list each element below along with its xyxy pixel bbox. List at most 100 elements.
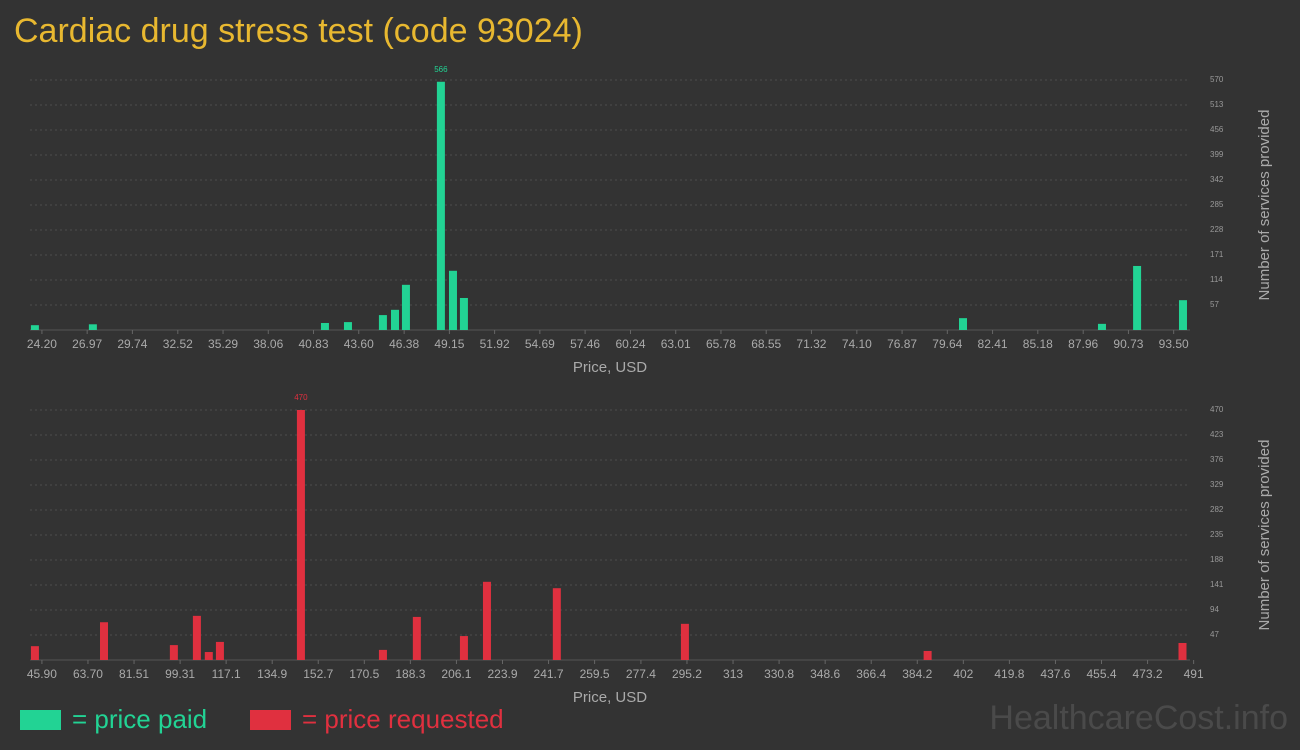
y-tick-label: 141 — [1210, 580, 1224, 589]
y-tick-label: 456 — [1210, 125, 1224, 134]
y-tick-label: 513 — [1210, 100, 1224, 109]
x-axis-label: Price, USD — [573, 359, 647, 376]
bar — [680, 623, 689, 660]
value-label: 470 — [294, 393, 308, 402]
x-tick-label: 57.46 — [570, 337, 600, 351]
bar — [378, 315, 387, 330]
x-tick-label: 85.18 — [1023, 337, 1053, 351]
x-tick-label: 384.2 — [902, 667, 932, 681]
x-tick-label: 402 — [953, 667, 973, 681]
bar — [412, 616, 421, 660]
y-tick-label: 235 — [1210, 530, 1224, 539]
legend-swatch — [20, 710, 61, 730]
y-tick-label: 282 — [1210, 505, 1224, 514]
legend-label: = price requested — [302, 704, 504, 734]
y-tick-label: 285 — [1210, 200, 1224, 209]
bar — [343, 322, 352, 330]
x-tick-label: 49.15 — [434, 337, 464, 351]
x-tick-label: 491 — [1184, 667, 1204, 681]
x-tick-label: 29.74 — [117, 337, 147, 351]
x-tick-label: 170.5 — [349, 667, 379, 681]
bar — [204, 652, 213, 660]
bar — [459, 636, 468, 660]
x-tick-label: 206.1 — [441, 667, 471, 681]
y-axis-label: Number of services provided — [1256, 110, 1273, 301]
watermark: HealthcareCost.info — [989, 699, 1288, 737]
x-tick-label: 117.1 — [212, 667, 241, 681]
bar — [401, 284, 410, 330]
y-tick-label: 47 — [1210, 630, 1219, 639]
x-tick-label: 152.7 — [303, 667, 333, 681]
bar — [296, 410, 305, 660]
x-tick-label: 134.9 — [257, 667, 287, 681]
legend-swatch — [250, 710, 291, 730]
page-title: Cardiac drug stress test (code 93024) — [14, 12, 583, 50]
x-tick-label: 76.87 — [887, 337, 917, 351]
x-tick-label: 63.01 — [661, 337, 691, 351]
legend-label: = price paid — [72, 704, 207, 734]
y-tick-label: 114 — [1210, 275, 1223, 284]
x-tick-label: 54.69 — [525, 337, 555, 351]
bar — [459, 297, 468, 330]
x-tick-label: 366.4 — [856, 667, 886, 681]
x-tick-label: 46.38 — [389, 337, 419, 351]
x-tick-label: 419.8 — [994, 667, 1024, 681]
x-tick-label: 259.5 — [580, 667, 610, 681]
y-tick-label: 171 — [1210, 250, 1224, 259]
x-tick-label: 68.55 — [751, 337, 781, 351]
x-tick-label: 63.70 — [73, 667, 103, 681]
bar — [1178, 642, 1187, 660]
y-tick-label: 570 — [1210, 75, 1224, 84]
y-tick-label: 188 — [1210, 555, 1224, 564]
y-tick-label: 470 — [1210, 405, 1224, 414]
x-tick-label: 79.64 — [932, 337, 962, 351]
bar — [192, 615, 201, 660]
x-tick-label: 45.90 — [27, 667, 57, 681]
x-tick-label: 277.4 — [626, 667, 656, 681]
bar — [320, 322, 329, 330]
x-tick-label: 348.6 — [810, 667, 840, 681]
x-tick-label: 32.52 — [163, 337, 193, 351]
y-tick-label: 423 — [1210, 430, 1224, 439]
x-tick-label: 313 — [723, 667, 743, 681]
x-tick-label: 38.06 — [253, 337, 283, 351]
bar — [30, 646, 39, 660]
x-tick-label: 90.73 — [1113, 337, 1143, 351]
x-tick-label: 40.83 — [298, 337, 328, 351]
bar — [88, 324, 97, 330]
x-tick-label: 473.2 — [1133, 667, 1163, 681]
x-tick-label: 51.92 — [480, 337, 510, 351]
bar — [1097, 323, 1106, 330]
x-tick-label: 60.24 — [615, 337, 645, 351]
x-tick-label: 295.2 — [672, 667, 702, 681]
x-tick-label: 188.3 — [395, 667, 425, 681]
x-tick-label: 35.29 — [208, 337, 238, 351]
y-tick-label: 342 — [1210, 175, 1224, 184]
x-tick-label: 93.50 — [1159, 337, 1189, 351]
x-tick-label: 455.4 — [1086, 667, 1116, 681]
x-tick-label: 330.8 — [764, 667, 794, 681]
y-tick-label: 376 — [1210, 455, 1224, 464]
bar — [436, 81, 445, 330]
x-tick-label: 437.6 — [1040, 667, 1070, 681]
bar — [552, 588, 561, 660]
x-tick-label: 241.7 — [534, 667, 564, 681]
x-tick-label: 26.97 — [72, 337, 102, 351]
bar — [215, 641, 224, 660]
y-tick-label: 57 — [1210, 300, 1219, 309]
x-tick-label: 81.51 — [119, 667, 149, 681]
x-tick-label: 87.96 — [1068, 337, 1098, 351]
bar — [100, 622, 109, 660]
y-tick-label: 329 — [1210, 480, 1224, 489]
bar — [482, 581, 491, 660]
y-tick-label: 94 — [1210, 605, 1219, 614]
x-tick-label: 74.10 — [842, 337, 872, 351]
bar — [169, 645, 178, 660]
bar — [391, 309, 400, 330]
x-axis-label: Price, USD — [573, 689, 647, 706]
y-tick-label: 228 — [1210, 225, 1224, 234]
bar — [30, 325, 39, 330]
